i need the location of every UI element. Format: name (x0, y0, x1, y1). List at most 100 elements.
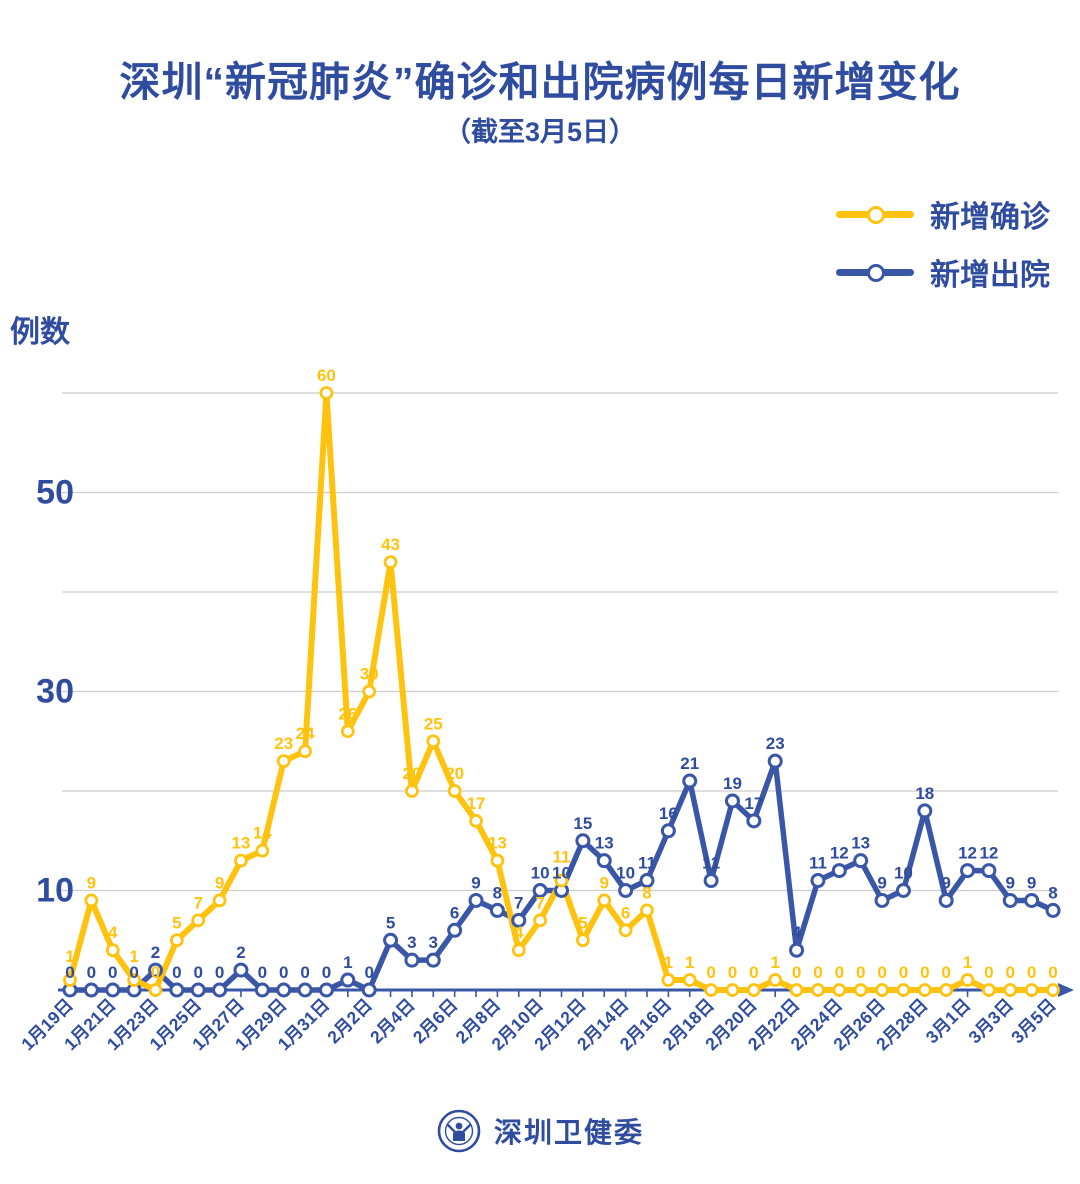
discharged-point (361, 982, 377, 998)
confirmed-point (811, 983, 825, 997)
discharged-value-label: 0 (258, 963, 267, 982)
footer-org-name: 深圳卫健委 (493, 1117, 644, 1148)
confirmed-value-label: 0 (899, 963, 908, 982)
discharged-point (447, 922, 463, 938)
confirmed-point (63, 973, 77, 987)
confirmed-point (426, 734, 441, 749)
confirmed-point (682, 973, 697, 987)
discharged-value-label: 9 (1027, 873, 1036, 892)
confirmed-point (575, 933, 590, 948)
discharged-value-label: 8 (1048, 883, 1057, 902)
confirmed-value-label: 26 (338, 704, 357, 723)
confirmed-value-label: 20 (445, 764, 464, 783)
confirmed-value-label: 1 (685, 953, 694, 972)
confirmed-point (405, 784, 419, 798)
confirmed-value-label: 1 (65, 947, 74, 966)
discharged-point (511, 912, 527, 928)
confirmed-value-label: 0 (1048, 963, 1057, 982)
confirmed-value-label: 0 (1006, 963, 1015, 982)
discharged-point (895, 883, 911, 898)
discharged-value-label: 0 (279, 963, 288, 982)
confirmed-value-label: 8 (642, 883, 651, 902)
discharged-value-label: 2 (236, 943, 245, 962)
discharged-point (1024, 892, 1040, 908)
confirmed-point (234, 853, 248, 868)
x-tick-label: 3月3日 (964, 995, 1017, 1048)
confirmed-point (340, 724, 355, 739)
discharged-point (297, 982, 313, 998)
discharged-value-label: 5 (386, 913, 395, 932)
confirmed-point (212, 893, 227, 908)
discharged-value-label: 9 (941, 873, 950, 892)
discharged-value-label: 1 (343, 953, 352, 972)
confirmed-value-label: 0 (728, 963, 737, 982)
discharged-point (703, 873, 719, 889)
confirmed-point (127, 973, 142, 987)
discharged-value-label: 13 (851, 834, 870, 853)
discharged-point (660, 823, 676, 839)
confirmed-value-label: 9 (87, 873, 96, 892)
discharged-value-label: 10 (552, 864, 571, 883)
discharged-line-swatch (836, 264, 914, 282)
discharged-value-label: 16 (659, 804, 678, 823)
confirmed-point (725, 983, 740, 997)
discharged-point (682, 773, 698, 789)
legend-label-confirmed: 新增确诊 (930, 201, 1050, 234)
discharged-value-label: 19 (723, 774, 742, 793)
discharged-value-label: 4 (792, 923, 802, 942)
discharged-value-label: 0 (364, 963, 373, 982)
discharged-point (147, 962, 163, 978)
discharged-value-label: 0 (65, 963, 74, 982)
confirmed-point (84, 893, 99, 908)
confirmed-value-label: 25 (424, 714, 443, 733)
confirmed-value-label: 60 (317, 366, 336, 385)
confirmed-value-label: 1 (664, 953, 673, 972)
confirmed-value-label: 1 (963, 953, 972, 972)
discharged-point (1045, 902, 1061, 918)
discharged-point (639, 873, 655, 889)
confirmed-value-label: 0 (151, 963, 160, 982)
confirmed-value-label: 9 (600, 873, 609, 892)
confirmed-point (533, 913, 548, 928)
discharged-value-label: 0 (172, 963, 181, 982)
confirmed-value-label: 17 (467, 794, 486, 813)
x-tick-label: 2月4日 (366, 995, 419, 1048)
confirmed-point (746, 983, 761, 997)
confirmed-point (640, 903, 654, 918)
confirmed-value-label: 30 (360, 665, 379, 684)
discharged-value-label: 12 (958, 844, 977, 863)
discharged-value-label: 0 (129, 963, 138, 982)
x-axis-arrow-icon (1058, 983, 1074, 997)
discharged-value-label: 21 (680, 754, 699, 773)
y-tick-label-50: 50 (36, 474, 74, 512)
discharged-value-label: 17 (744, 794, 763, 813)
discharged-point (254, 982, 270, 998)
confirmed-value-label: 7 (535, 893, 544, 912)
confirmed-point (618, 923, 633, 938)
discharged-value-label: 15 (573, 814, 592, 833)
discharged-point (169, 982, 185, 998)
confirmed-value-label: 0 (835, 963, 844, 982)
confirmed-value-label: 0 (984, 963, 993, 982)
discharged-point (276, 982, 292, 998)
confirmed-value-label: 13 (488, 834, 507, 853)
discharged-value-label: 23 (766, 734, 785, 753)
confirmed-point (982, 983, 996, 997)
confirmed-point (917, 983, 932, 997)
discharged-point (340, 972, 356, 988)
shenzhen-health-commission-logo (437, 1109, 481, 1153)
discharged-value-label: 3 (407, 933, 416, 952)
confirmed-point (511, 943, 526, 958)
x-tick-label: 2月2日 (323, 995, 376, 1048)
y-tick-label-30: 30 (36, 673, 74, 711)
discharged-value-label: 2 (151, 943, 160, 962)
discharged-value-label: 6 (450, 903, 459, 922)
discharged-value-label: 12 (979, 844, 998, 863)
confirmed-value-label: 0 (920, 963, 929, 982)
discharged-value-label: 0 (215, 963, 224, 982)
confirmed-point (469, 813, 483, 828)
discharged-point (596, 853, 612, 869)
confirmed-point (832, 983, 847, 997)
confirmed-point (276, 754, 291, 769)
y-tick-label-10: 10 (36, 872, 74, 910)
